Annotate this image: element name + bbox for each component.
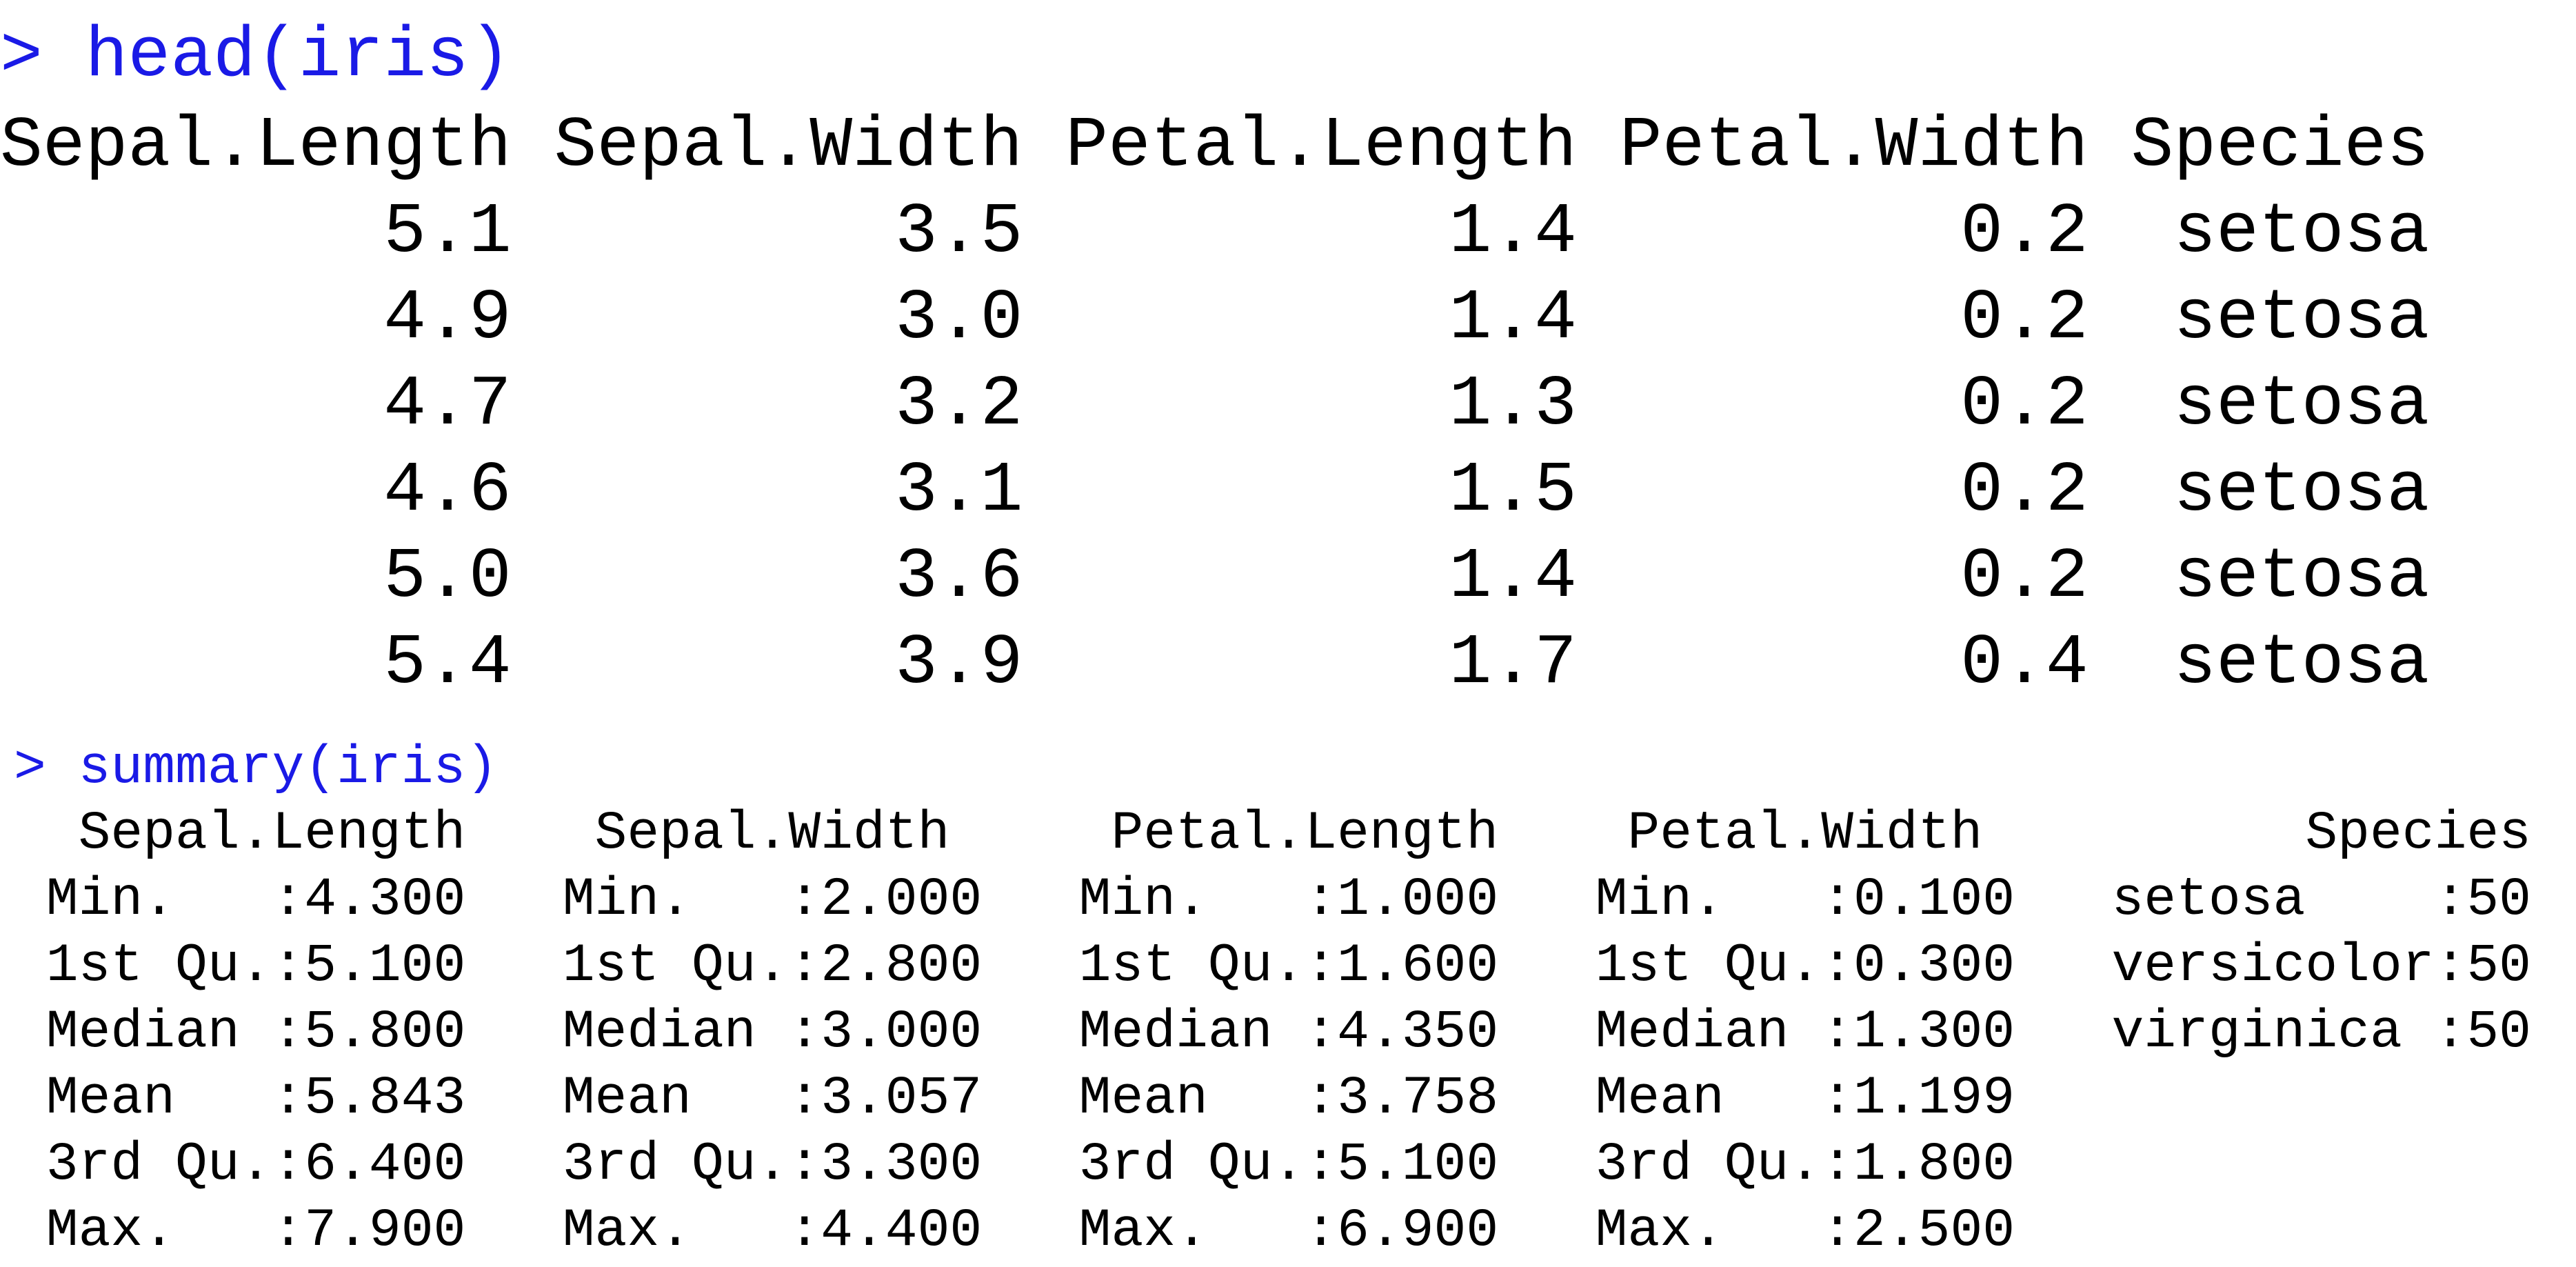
head-data-row: 5.1 3.5 1.4 0.2 setosa: [0, 192, 2430, 272]
summary-row: 1st Qu.:5.100 1st Qu.:2.800 1st Qu.:1.60…: [14, 936, 2576, 997]
head-data-row: 5.4 3.9 1.7 0.4 setosa: [0, 623, 2430, 704]
summary-header-row: Sepal.Length Sepal.Width Petal.Length Pe…: [14, 804, 2576, 864]
head-command-line: > head(iris): [0, 16, 512, 97]
summary-row: Min. :4.300 Min. :2.000 Min. :1.000 Min.…: [14, 870, 2576, 930]
summary-row: 3rd Qu.:6.400 3rd Qu.:3.300 3rd Qu.:5.10…: [14, 1135, 2576, 1195]
head-data-row: 4.6 3.1 1.5 0.2 setosa: [0, 450, 2430, 531]
head-data-row: 5.0 3.6 1.4 0.2 setosa: [0, 537, 2430, 617]
summary-row: Max. :7.900 Max. :4.400 Max. :6.900 Max.…: [14, 1201, 2576, 1261]
head-header-row: Sepal.Length Sepal.Width Petal.Length Pe…: [0, 106, 2430, 186]
summary-row: Mean :5.843 Mean :3.057 Mean :3.758 Mean…: [14, 1068, 2576, 1129]
summary-row: Median :5.800 Median :3.000 Median :4.35…: [14, 1002, 2576, 1063]
summary-command-line: > summary(iris): [14, 738, 499, 799]
head-data-row: 4.7 3.2 1.3 0.2 setosa: [0, 364, 2430, 445]
head-data-row: 4.9 3.0 1.4 0.2 setosa: [0, 278, 2430, 359]
